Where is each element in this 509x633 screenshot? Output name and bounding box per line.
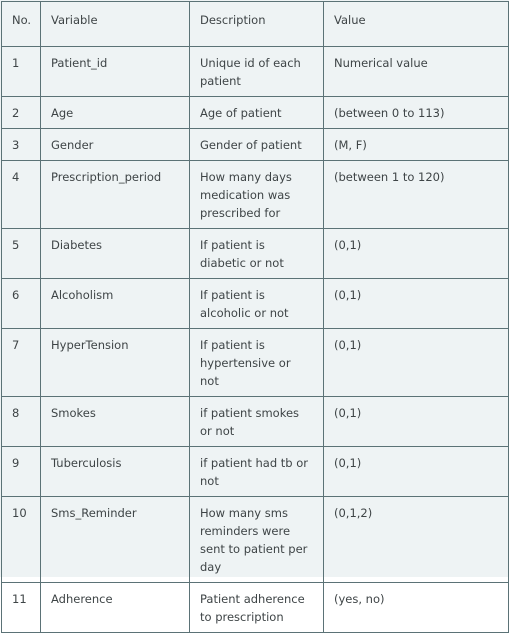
table-row: 9 Tuberculosis if patient had tb or not … bbox=[1, 446, 509, 497]
cell-no: 3 bbox=[1, 128, 41, 161]
cell-variable: Diabetes bbox=[40, 228, 190, 279]
cell-no: 11 bbox=[1, 582, 41, 633]
cell-no: 5 bbox=[1, 228, 41, 279]
table-row: 11 Adherence Patient adherence to prescr… bbox=[1, 582, 509, 633]
cell-description: if patient had tb or not bbox=[189, 446, 324, 497]
cell-no: 2 bbox=[1, 96, 41, 129]
cell-value: (0,1) bbox=[323, 446, 509, 497]
cell-value: (0,1) bbox=[323, 228, 509, 279]
cell-variable: Alcoholism bbox=[40, 278, 190, 329]
cell-no: 6 bbox=[1, 278, 41, 329]
cell-variable: HyperTension bbox=[40, 328, 190, 397]
cell-no: 7 bbox=[1, 328, 41, 397]
cell-value: (0,1) bbox=[323, 278, 509, 329]
cell-variable: Smokes bbox=[40, 396, 190, 447]
cell-description: Patient adherence to prescription bbox=[189, 582, 324, 633]
cell-description: if patient smokes or not bbox=[189, 396, 324, 447]
table-row: 2 Age Age of patient (between 0 to 113) bbox=[1, 96, 509, 129]
cell-description: How many days medication was prescribed … bbox=[189, 160, 324, 229]
header-variable: Variable bbox=[40, 1, 190, 47]
cell-description: If patient is alcoholic or not bbox=[189, 278, 324, 329]
cell-value: (0,1) bbox=[323, 396, 509, 447]
cell-description: Age of patient bbox=[189, 96, 324, 129]
cell-variable: Adherence bbox=[40, 582, 190, 633]
cell-no: 9 bbox=[1, 446, 41, 497]
table-row: 8 Smokes if patient smokes or not (0,1) bbox=[1, 396, 509, 447]
header-description: Description bbox=[189, 1, 324, 47]
cell-value: (0,1,2) bbox=[323, 496, 509, 583]
cell-variable: Patient_id bbox=[40, 46, 190, 97]
cell-variable: Tuberculosis bbox=[40, 446, 190, 497]
cell-description: Unique id of each patient bbox=[189, 46, 324, 97]
cell-no: 1 bbox=[1, 46, 41, 97]
cell-value: (between 0 to 113) bbox=[323, 96, 509, 129]
table-row: 6 Alcoholism If patient is alcoholic or … bbox=[1, 278, 509, 329]
cell-no: 4 bbox=[1, 160, 41, 229]
header-value: Value bbox=[323, 1, 509, 47]
table-row: 4 Prescription_period How many days medi… bbox=[1, 160, 509, 229]
header-no: No. bbox=[1, 1, 41, 47]
table-row: 1 Patient_id Unique id of each patient N… bbox=[1, 46, 509, 97]
cell-description: If patient is diabetic or not bbox=[189, 228, 324, 279]
cell-value: Numerical value bbox=[323, 46, 509, 97]
cell-variable: Prescription_period bbox=[40, 160, 190, 229]
cell-variable: Age bbox=[40, 96, 190, 129]
table-header-row: No. Variable Description Value bbox=[1, 1, 509, 47]
cell-description: How many sms reminders were sent to pati… bbox=[189, 496, 324, 583]
cell-description: If patient is hypertensive or not bbox=[189, 328, 324, 397]
cell-no: 10 bbox=[1, 496, 41, 583]
cell-value: (0,1) bbox=[323, 328, 509, 397]
table-row: 3 Gender Gender of patient (M, F) bbox=[1, 128, 509, 161]
table-row: 5 Diabetes If patient is diabetic or not… bbox=[1, 228, 509, 279]
cell-variable: Sms_Reminder bbox=[40, 496, 190, 583]
cell-value: (between 1 to 120) bbox=[323, 160, 509, 229]
table-row: 10 Sms_Reminder How many sms reminders w… bbox=[1, 496, 509, 583]
cell-value: (yes, no) bbox=[323, 582, 509, 633]
table-row: 7 HyperTension If patient is hypertensiv… bbox=[1, 328, 509, 397]
cell-description: Gender of patient bbox=[189, 128, 324, 161]
cell-variable: Gender bbox=[40, 128, 190, 161]
cell-value: (M, F) bbox=[323, 128, 509, 161]
cell-no: 8 bbox=[1, 396, 41, 447]
